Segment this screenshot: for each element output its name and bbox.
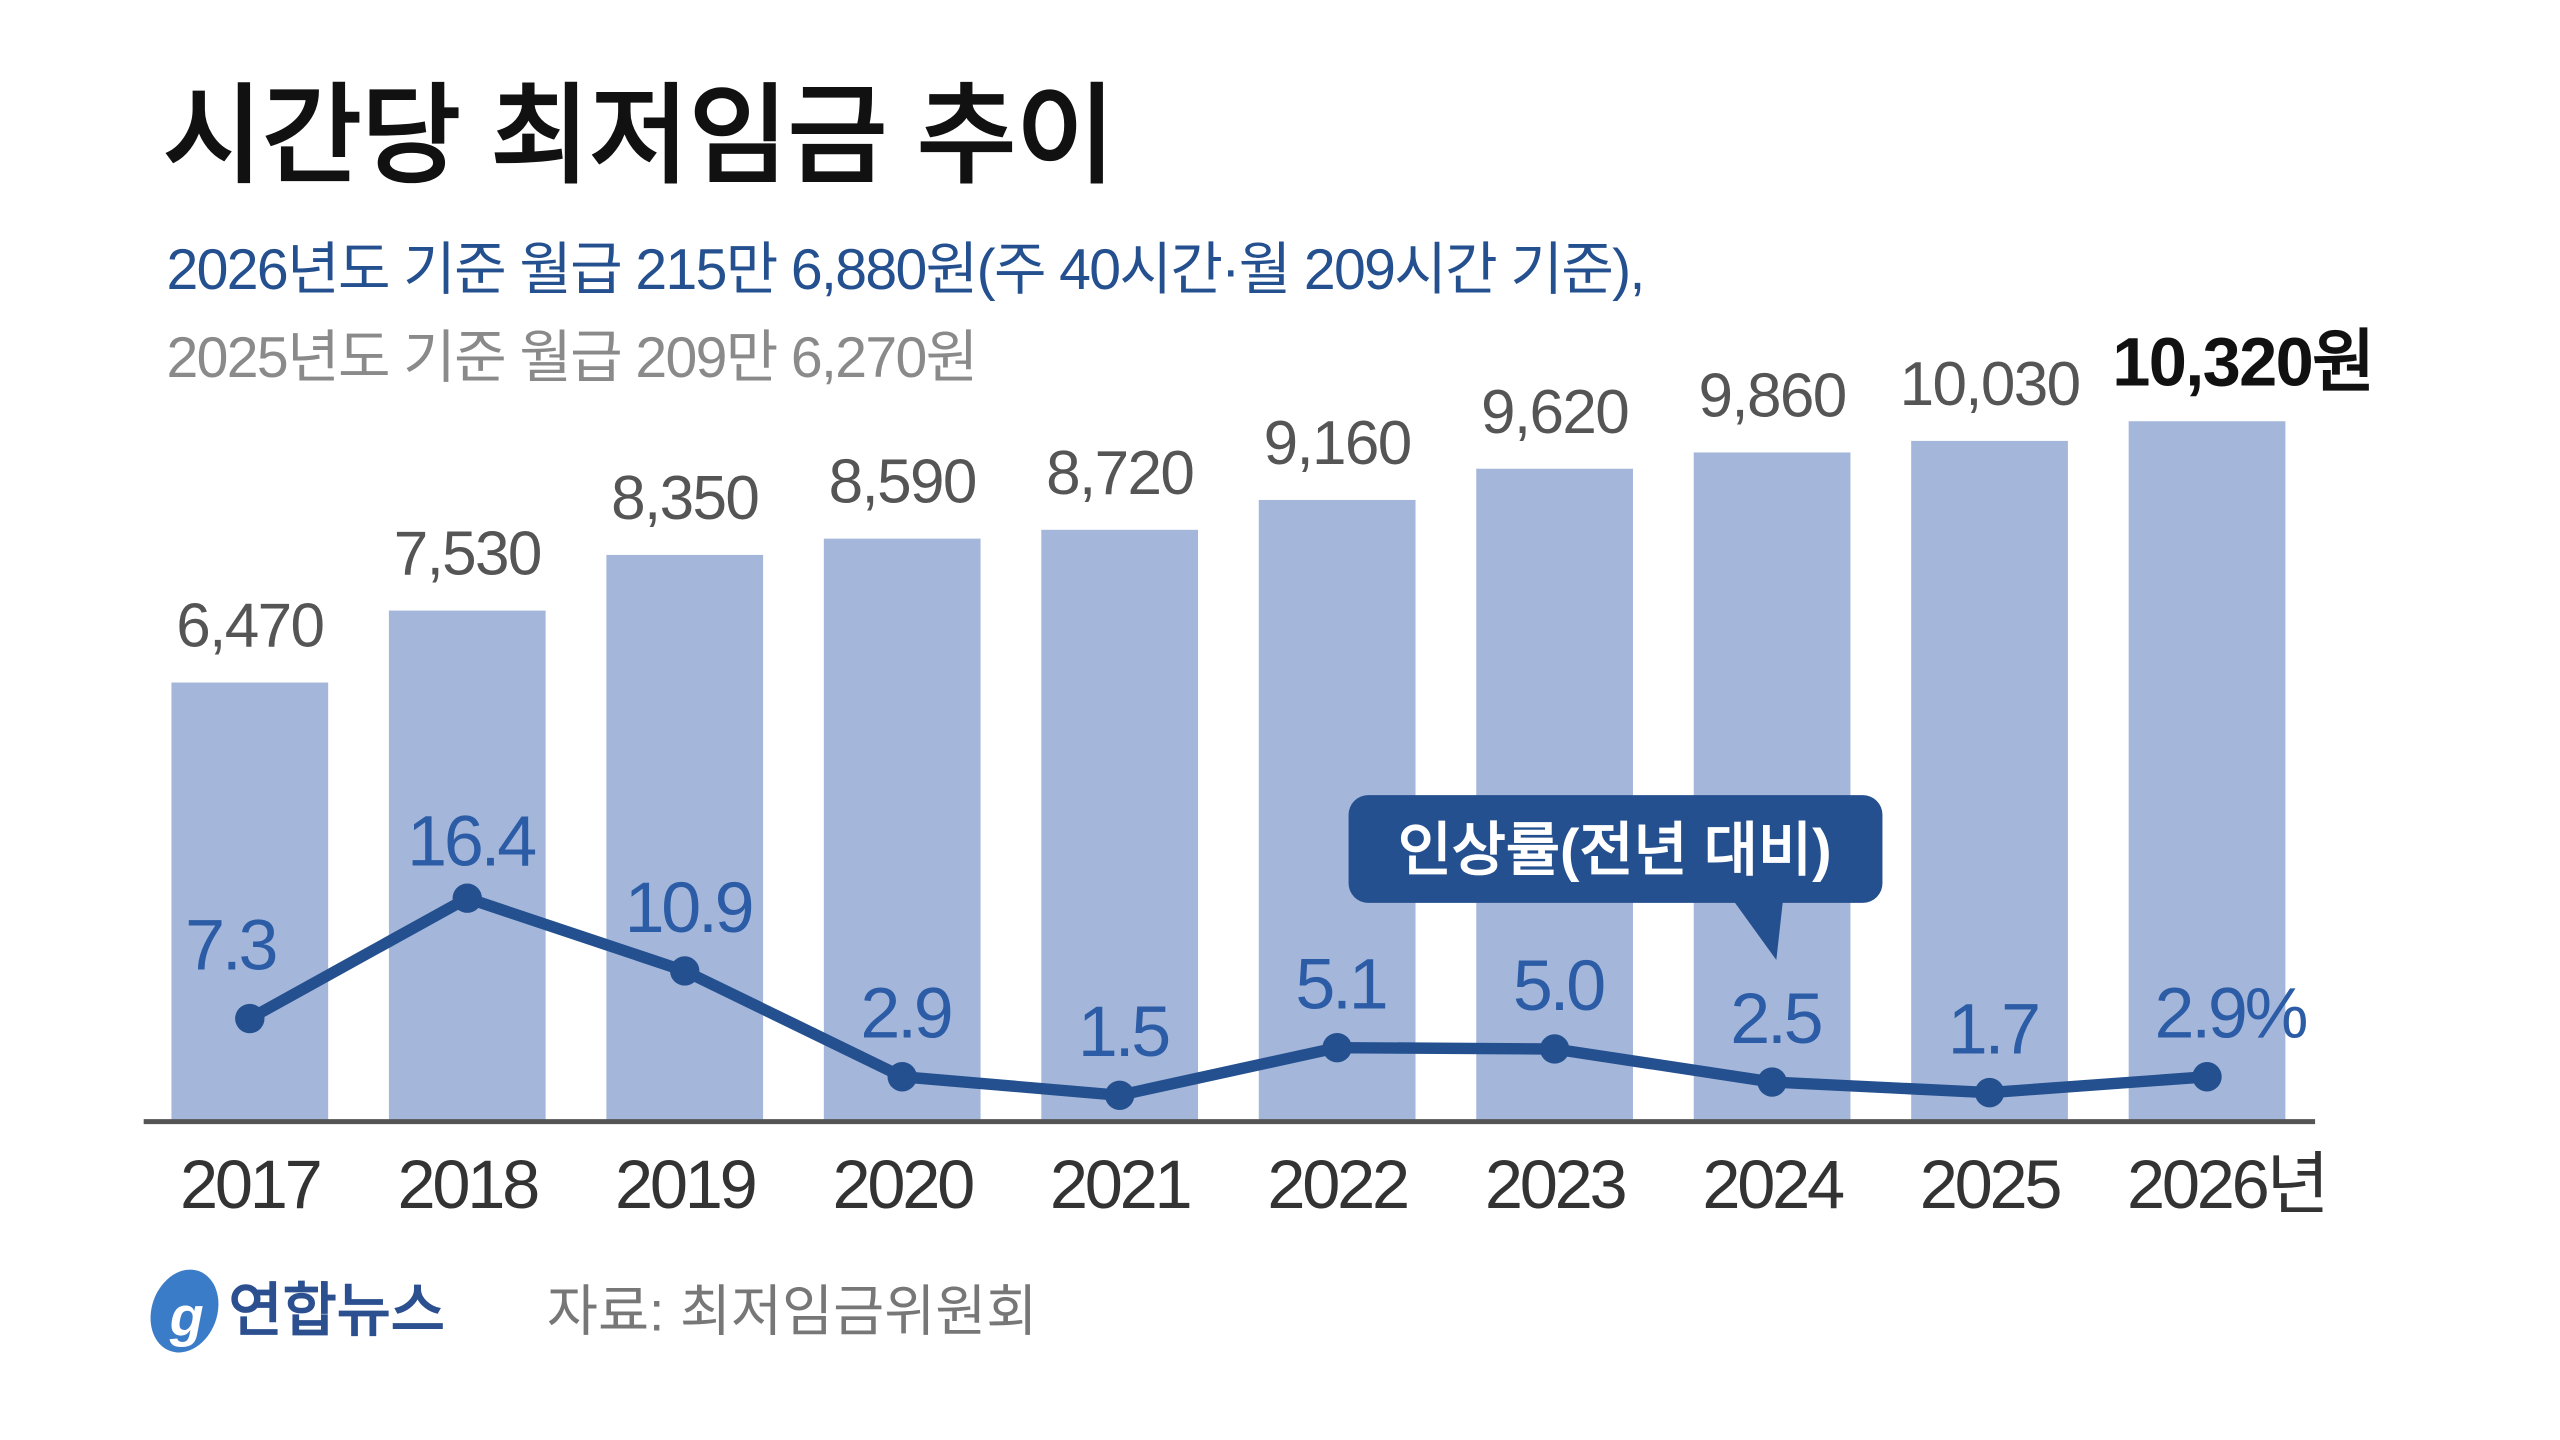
- rate-label: 1.5: [1078, 992, 1168, 1072]
- rate-label: 5.1: [1295, 944, 1385, 1024]
- rate-label: 16.4: [407, 802, 535, 882]
- year-label: 2017: [180, 1146, 320, 1223]
- value-label: 7,530: [394, 520, 541, 589]
- logo-mark-glyph: g: [169, 1286, 204, 1348]
- rate-point: [235, 1003, 265, 1034]
- rate-label: 10.9: [625, 868, 752, 948]
- bar-2026년: [2128, 421, 2286, 1122]
- callout-label: 인상률(전년 대비): [1398, 818, 1832, 883]
- rate-line: [247, 892, 2208, 1101]
- rate-label: 2.9: [860, 974, 950, 1054]
- rate-point: [887, 1062, 917, 1092]
- rate-label: 1.7: [1948, 989, 2038, 1069]
- bar-2019: [606, 554, 764, 1122]
- subtitle-line-2: 2025년도 기준 월급 209만 6,270원: [167, 326, 977, 390]
- year-label: 2018: [398, 1146, 539, 1223]
- rate-point: [1322, 1032, 1352, 1063]
- rate-label: 2.5: [1730, 979, 1820, 1059]
- rate-label: 2.9%: [2155, 974, 2307, 1054]
- value-label: 6,470: [176, 592, 323, 661]
- value-label: 9,620: [1481, 378, 1628, 447]
- value-label: 8,350: [611, 464, 758, 533]
- rate-point: [1539, 1034, 1570, 1064]
- legend-callout: 인상률(전년 대비): [1348, 795, 1883, 960]
- value-label: 9,160: [1264, 409, 1411, 478]
- bar-2024: [1693, 452, 1851, 1122]
- rate-line-layer: 7.3 16.4 10.9 2.9 1.5 5.1 5.0 2.5 1.7 2.9%: [185, 802, 2310, 1110]
- year-label: 2019: [615, 1146, 755, 1223]
- year-label: 2022: [1267, 1146, 1407, 1223]
- rate-label: 5.0: [1513, 946, 1604, 1026]
- callout-tail: [1733, 901, 1783, 960]
- value-label: 9,860: [1699, 362, 1846, 431]
- year-label: 2025: [1920, 1146, 2061, 1223]
- year-label: 2020: [832, 1146, 973, 1223]
- year-label: 2023: [1485, 1146, 1626, 1223]
- logo: g 연합뉴스: [150, 1269, 445, 1353]
- bar-2020: [823, 538, 981, 1122]
- year-label: 2024: [1702, 1146, 1844, 1223]
- source-text: 자료: 최저임금위원회: [547, 1281, 1037, 1343]
- bar-2018: [388, 610, 546, 1122]
- callout-box: [1348, 795, 1883, 903]
- value-label: 10,030: [1900, 350, 2080, 419]
- chart-title: 시간당 최저임금 추이: [163, 75, 1115, 196]
- bar-2017: [171, 682, 329, 1122]
- rate-label: 7.3: [185, 906, 275, 986]
- rate-point: [1757, 1067, 1787, 1097]
- rate-point: [1104, 1080, 1135, 1110]
- bar-2021: [1041, 529, 1199, 1122]
- logo-mark-icon: [150, 1269, 219, 1353]
- value-label: 10,320원: [2112, 323, 2373, 400]
- rate-point: [452, 883, 482, 913]
- rate-point: [1974, 1077, 2005, 1108]
- year-label: 2021: [1050, 1146, 1190, 1223]
- rate-point: [2192, 1062, 2222, 1092]
- labels: 6,470 2017 7,530 2018 8,350 2019 8,590 2020 8,72…: [176, 323, 2375, 1223]
- value-label: 8,720: [1046, 439, 1193, 508]
- year-label: 2026년: [2127, 1146, 2326, 1223]
- subtitle-line-1: 2026년도 기준 월급 215만 6,880원(주 40시간·월 209시간 …: [167, 238, 1644, 302]
- rate-point: [670, 956, 700, 986]
- value-label: 8,590: [829, 448, 976, 517]
- bar-2025: [1911, 440, 2068, 1122]
- logo-text: 연합뉴스: [229, 1279, 445, 1344]
